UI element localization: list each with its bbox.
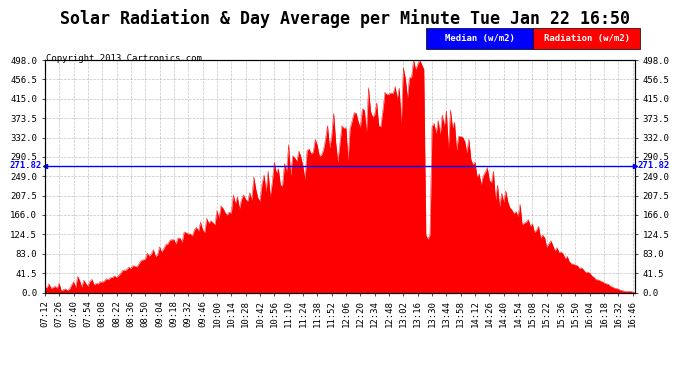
Text: Radiation (w/m2): Radiation (w/m2) — [544, 34, 630, 43]
Text: Copyright 2013 Cartronics.com: Copyright 2013 Cartronics.com — [46, 54, 202, 63]
Text: Solar Radiation & Day Average per Minute Tue Jan 22 16:50: Solar Radiation & Day Average per Minute… — [60, 9, 630, 28]
Text: Median (w/m2): Median (w/m2) — [445, 34, 515, 43]
Text: 271.82: 271.82 — [638, 161, 670, 170]
Text: 271.82: 271.82 — [10, 161, 42, 170]
